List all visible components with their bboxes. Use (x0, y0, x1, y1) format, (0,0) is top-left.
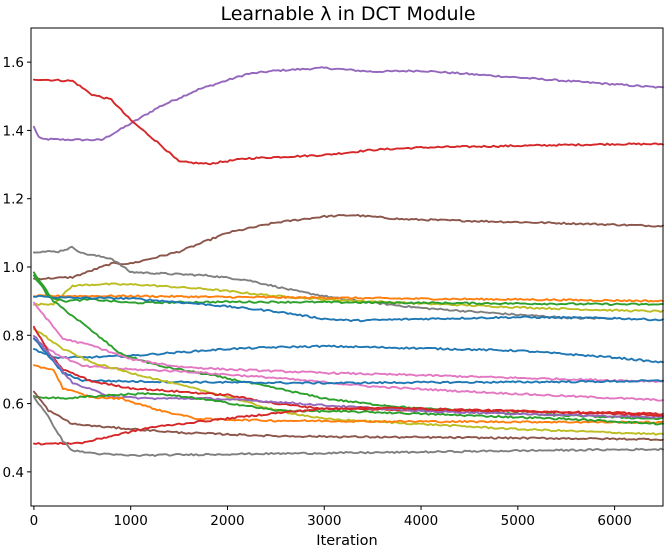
series-line-olive (32, 282, 664, 313)
y-tick-label: 1.6 (3, 55, 24, 71)
series-line-blue-top (32, 294, 664, 323)
x-tick-label: 0 (30, 513, 39, 529)
series-line-purple (32, 66, 664, 142)
y-tick-label: 0.6 (3, 397, 24, 413)
series-line-orange-low (32, 364, 664, 424)
series-line-purple-low (32, 335, 664, 419)
series-lines (32, 66, 664, 457)
x-axis-title: Iteration (316, 533, 378, 548)
y-tick-label: 1.0 (3, 260, 24, 276)
x-tick-label: 4000 (404, 513, 438, 529)
series-line-blue-flat (32, 337, 664, 385)
series-line-orange-top (32, 294, 664, 303)
series-line-gray-top (32, 245, 616, 320)
series-line-gray-bottom (32, 395, 664, 457)
series-line-pink-decay (32, 301, 664, 384)
x-tick-label: 1000 (114, 513, 148, 529)
series-line-blue-mid (32, 344, 664, 364)
y-tick-label: 0.4 (3, 465, 24, 481)
series-line-green-top (32, 274, 664, 306)
series-line-red-low (32, 406, 664, 446)
y-tick-label: 1.4 (3, 123, 24, 139)
series-line-brown-top (32, 213, 664, 281)
axis-ticks: 0 1000 2000 3000 4000 5000 6000 0.4 0.6 0.8 1.0 1.2… (3, 55, 632, 529)
x-tick-label: 3000 (307, 513, 341, 529)
series-line-olive-decay (32, 328, 664, 436)
series-line-pink-low (32, 337, 664, 402)
y-tick-label: 1.2 (3, 192, 24, 208)
plot-frame (30, 27, 664, 507)
series-line-red-top (32, 78, 664, 166)
x-tick-label: 2000 (210, 513, 244, 529)
y-tick-label: 0.8 (3, 328, 24, 344)
chart-title: Learnable λ in DCT Module (220, 3, 475, 25)
x-tick-label: 5000 (501, 513, 535, 529)
x-tick-label: 6000 (597, 513, 631, 529)
series-line-green-low (32, 392, 664, 426)
